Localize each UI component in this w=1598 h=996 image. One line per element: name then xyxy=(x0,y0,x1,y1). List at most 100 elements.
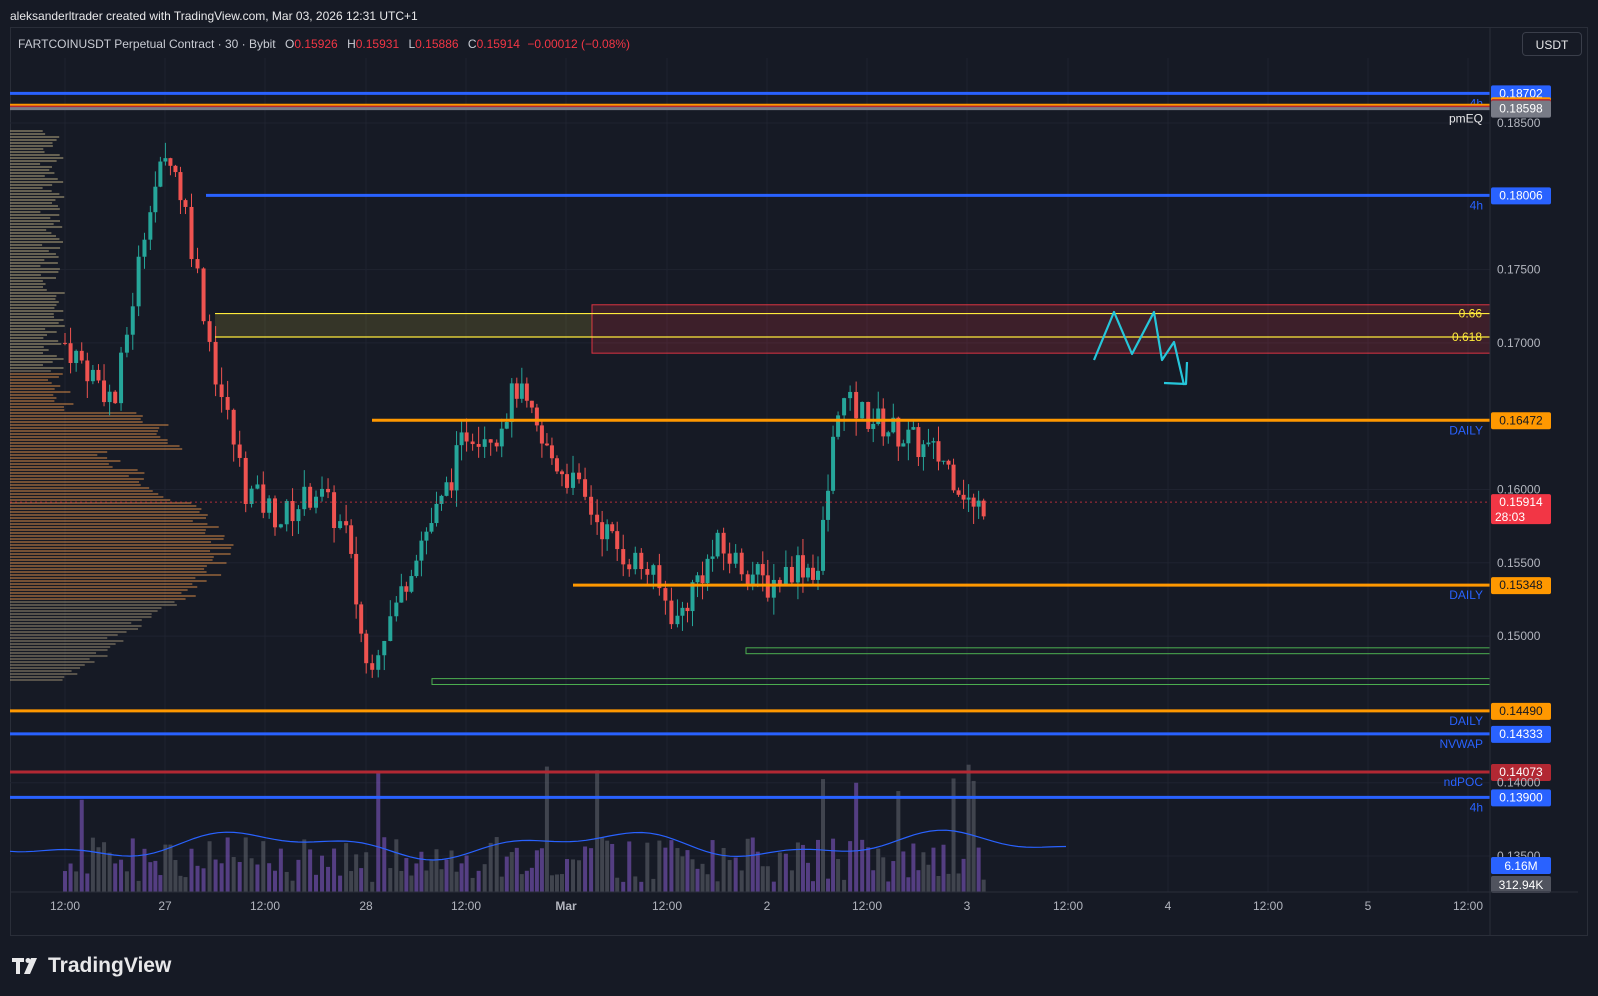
profile-bar xyxy=(10,217,51,219)
chart-frame[interactable] xyxy=(10,27,1588,936)
candle-body xyxy=(816,570,820,580)
volume-bar xyxy=(219,863,224,892)
volume-bar xyxy=(639,881,644,892)
tradingview-logo[interactable]: TradingView xyxy=(12,954,171,978)
profile-bar xyxy=(10,259,45,261)
candle-body xyxy=(783,566,788,585)
price-axis-tag-label: 0.15914 xyxy=(1499,495,1543,509)
candle-body xyxy=(911,427,916,430)
profile-bar xyxy=(10,235,56,237)
volume-bar xyxy=(621,881,626,892)
profile-bar xyxy=(10,148,44,150)
profile-bar xyxy=(10,670,72,672)
candle-body xyxy=(750,574,755,586)
candle-body xyxy=(926,442,931,445)
candle-body xyxy=(663,588,668,601)
volume-bar xyxy=(951,778,956,892)
profile-bar xyxy=(10,508,202,510)
candle-body xyxy=(359,604,364,634)
volume-bar xyxy=(848,841,853,892)
volume-bar xyxy=(107,852,112,892)
price-axis-tag-label: 0.14490 xyxy=(1499,704,1543,718)
candle-body xyxy=(388,616,393,641)
volume-bar xyxy=(583,846,588,892)
profile-bar xyxy=(10,562,227,564)
candle-body xyxy=(63,342,67,344)
volume-bar xyxy=(836,859,841,892)
volume-bar xyxy=(633,876,638,892)
volume-bar xyxy=(901,851,906,892)
candle-body xyxy=(657,565,662,589)
profile-bar xyxy=(10,277,56,279)
volume-bar xyxy=(549,875,554,892)
volume-bar xyxy=(459,863,464,892)
profile-bar xyxy=(10,637,108,639)
candle-body xyxy=(302,486,307,510)
candle-body xyxy=(163,158,168,162)
candle-body xyxy=(499,428,504,447)
profile-bar xyxy=(10,616,152,618)
profile-bar xyxy=(10,607,162,609)
profile-bar xyxy=(10,493,159,495)
profile-bar xyxy=(10,346,44,348)
candle-body xyxy=(278,524,283,528)
volume-bar xyxy=(651,878,656,892)
profile-bar xyxy=(10,301,59,303)
volume-bar xyxy=(911,843,916,892)
candle-body xyxy=(971,497,976,507)
volume-bar xyxy=(74,871,79,892)
profile-bar xyxy=(10,490,153,492)
volume-bar xyxy=(388,868,393,892)
volume-bar xyxy=(85,873,90,892)
profile-bar xyxy=(10,676,65,678)
candle-body xyxy=(219,384,224,398)
profile-bar xyxy=(10,226,63,228)
candle-body xyxy=(577,472,582,480)
profile-bar xyxy=(10,517,206,519)
candle-body xyxy=(326,488,331,493)
profile-bar xyxy=(10,154,60,156)
y-tick-label: 0.17500 xyxy=(1497,263,1541,277)
x-tick-label: 12:00 xyxy=(1053,899,1083,913)
volume-bar xyxy=(565,859,569,892)
profile-bar xyxy=(10,283,46,285)
profile-bar xyxy=(10,445,180,447)
volume-bar xyxy=(559,874,564,892)
volume-bar xyxy=(710,840,715,892)
profile-bar xyxy=(10,457,108,459)
profile-bar xyxy=(10,358,64,360)
volume-bar xyxy=(278,848,283,892)
profile-bar xyxy=(10,343,62,345)
symbol-title[interactable]: FARTCOINUSDT Perpetual Contract · 30 · B… xyxy=(18,37,276,51)
candle-body xyxy=(710,556,715,559)
profile-bar xyxy=(10,187,43,189)
profile-bar xyxy=(10,538,224,540)
candle-body xyxy=(675,615,680,625)
candle-body xyxy=(237,444,242,458)
currency-button[interactable]: USDT xyxy=(1522,32,1582,56)
candle-body xyxy=(651,565,656,575)
candle-body xyxy=(255,484,260,489)
candle-body xyxy=(148,212,153,240)
candle-body xyxy=(332,492,337,529)
profile-bar xyxy=(10,421,143,423)
volume-bar xyxy=(470,877,475,892)
profile-bar xyxy=(10,313,54,315)
profile-bar xyxy=(10,463,109,465)
volume-bar xyxy=(439,869,444,892)
candle-body xyxy=(715,532,720,557)
candle-body xyxy=(519,383,524,399)
candle-body xyxy=(158,161,163,187)
candle-body xyxy=(695,575,700,583)
volume-bar xyxy=(675,848,680,892)
volume-bar xyxy=(90,837,95,892)
candle-body xyxy=(583,479,588,497)
candle-body xyxy=(142,239,147,257)
y-tick-label: 0.14000 xyxy=(1497,776,1541,790)
candle-body xyxy=(354,553,359,605)
profile-bar xyxy=(10,622,132,624)
x-tick-label: 12:00 xyxy=(50,899,80,913)
candle-body xyxy=(669,600,674,625)
